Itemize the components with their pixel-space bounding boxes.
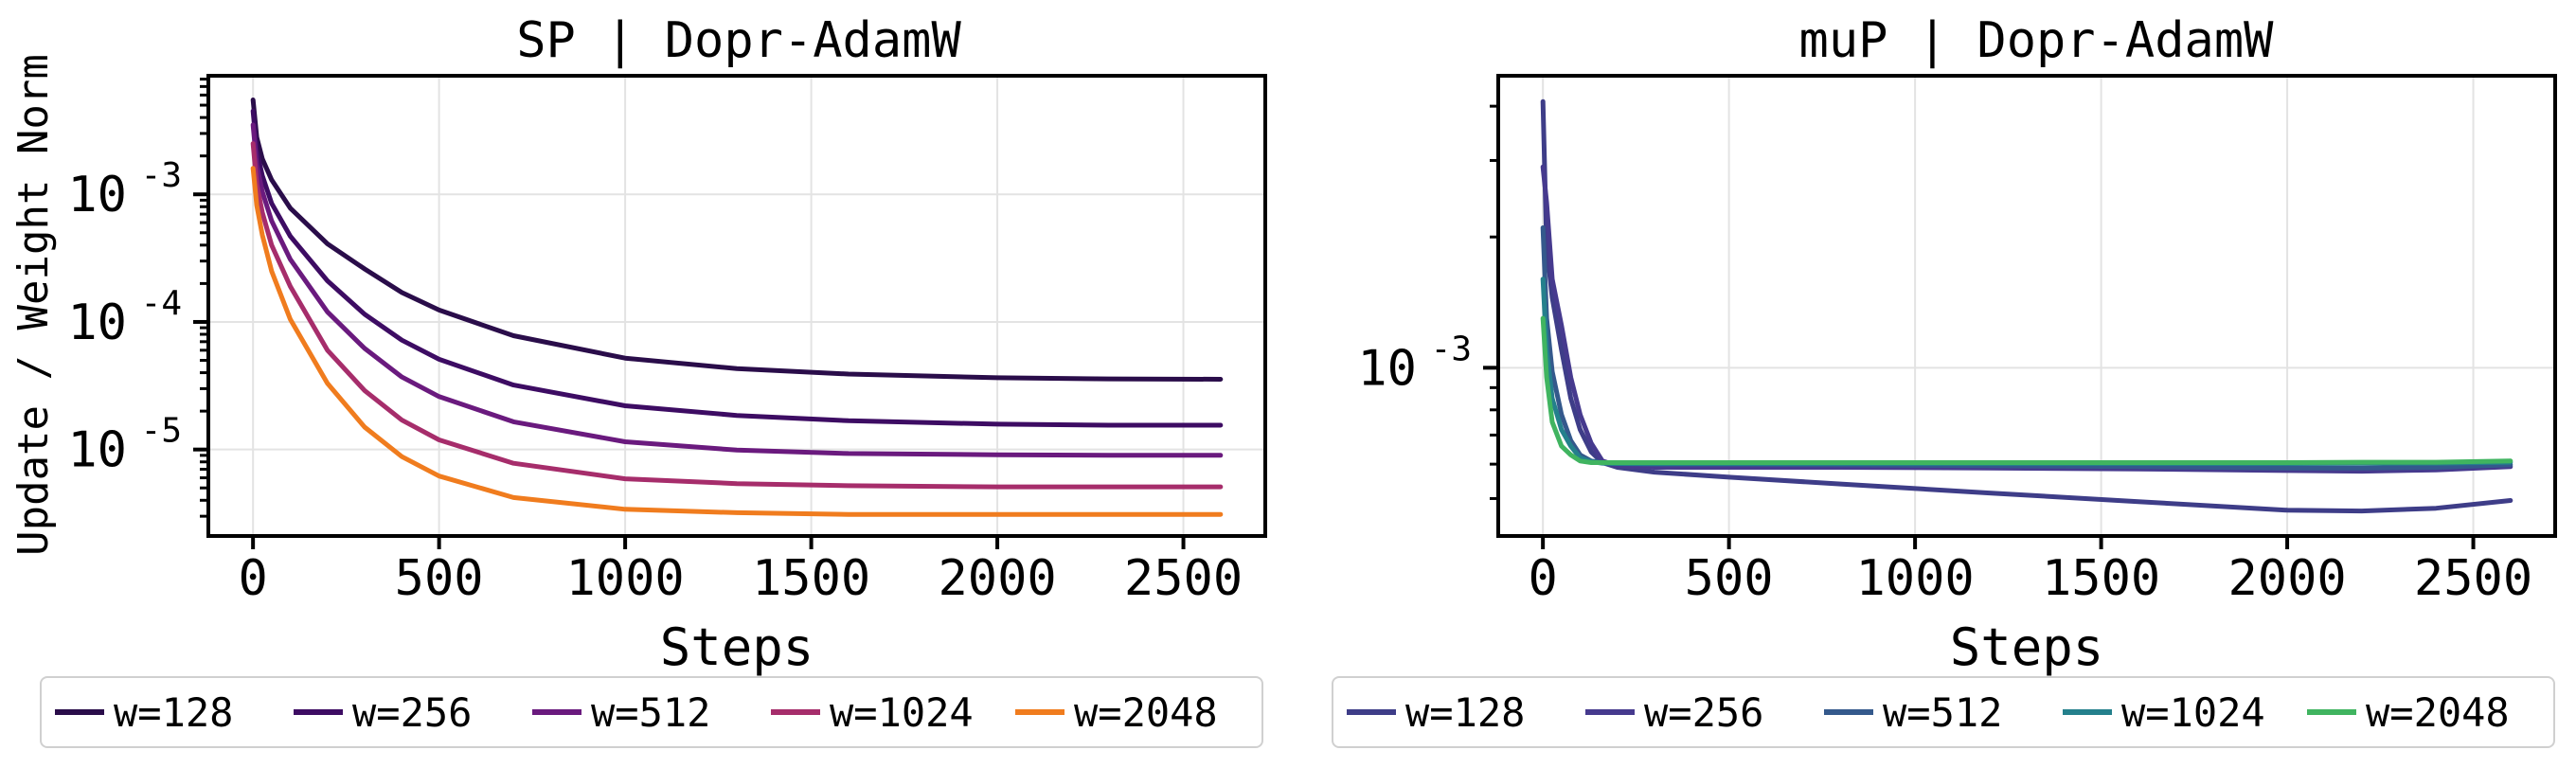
- x-tick-label: 1500: [752, 550, 870, 607]
- x-tick-label: 0: [238, 550, 267, 607]
- right-panel-title: muP | Dopr-AdamW: [1799, 12, 2275, 69]
- legend-swatch: [1347, 709, 1396, 715]
- right-ticks: 0 500 1000 1500 2000 2500 10 -3: [1357, 104, 2532, 607]
- legend-label: w=128: [1405, 688, 1526, 736]
- x-tick-label: 500: [395, 550, 484, 607]
- x-tick-label: 500: [1685, 550, 1774, 607]
- series-line-w-128: [1540, 98, 2513, 514]
- x-tick-label: 0: [1528, 550, 1557, 607]
- legend-swatch: [2063, 709, 2112, 715]
- left-grid: [208, 76, 1265, 536]
- x-tick-label: 2500: [1124, 550, 1243, 607]
- legend-label: w=128: [114, 688, 234, 736]
- x-tick-label: 1500: [2042, 550, 2160, 607]
- legend-swatch: [1824, 709, 1873, 715]
- series-line-w-1024: [250, 141, 1224, 490]
- series-line-w-256: [250, 108, 1224, 428]
- series-line-w-128: [250, 98, 1224, 382]
- legend-swatch: [2307, 709, 2356, 715]
- left-ticks: 0 500 1000 1500 2000 2500 10 -5 10 -4 10 -3: [67, 78, 1243, 607]
- series-line-w-512: [250, 122, 1224, 458]
- series-line-w-1024: [1540, 277, 2513, 466]
- series-line-w-512: [1540, 225, 2513, 471]
- right-legend: w=128 w=256 w=512 w=1024 w=2048: [1332, 676, 2555, 748]
- y-tick-exponent: -4: [141, 284, 182, 323]
- y-tick-label: 10: [1357, 340, 1417, 397]
- legend-item: w=512: [532, 678, 710, 746]
- y-axis-label: Update / Weight Norm: [9, 54, 58, 556]
- legend-label: w=2048: [2366, 688, 2510, 736]
- legend-label: w=512: [591, 688, 711, 736]
- legend-item: w=512: [1824, 678, 2002, 746]
- y-tick-label: 10: [67, 422, 127, 479]
- legend-swatch: [294, 709, 343, 715]
- series-line-w-2048: [250, 166, 1224, 517]
- legend-item: w=2048: [1015, 678, 1218, 746]
- left-legend: w=128 w=256 w=512 w=1024 w=2048: [40, 676, 1263, 748]
- y-tick-exponent: -3: [1431, 330, 1472, 368]
- legend-item: w=2048: [2307, 678, 2510, 746]
- x-tick-label: 1000: [565, 550, 684, 607]
- y-tick-exponent: -3: [141, 156, 182, 195]
- legend-swatch: [771, 709, 820, 715]
- legend-swatch: [55, 709, 104, 715]
- legend-label: w=1024: [2121, 688, 2265, 736]
- right-plot-frame: [1496, 74, 2557, 538]
- legend-item: w=128: [55, 678, 233, 746]
- legend-item: w=128: [1347, 678, 1525, 746]
- y-tick-label: 10: [67, 295, 127, 351]
- right-panel: muP | Dopr-AdamW 0 500 1000 1500 2000 2500 10-…: [1357, 12, 2557, 677]
- x-tick-label: 1000: [1855, 550, 1974, 607]
- legend-item: w=256: [1585, 678, 1763, 746]
- legend-swatch: [1015, 709, 1064, 715]
- y-tick-exponent: -5: [141, 412, 182, 451]
- legend-item: w=256: [294, 678, 472, 746]
- legend-label: w=256: [1644, 688, 1764, 736]
- left-panel: SP | Dopr-AdamW 0 500 1000 1500 2000 2500 10 -5…: [67, 12, 1267, 677]
- left-series-lines: [250, 98, 1224, 517]
- x-tick-label: 2000: [2227, 550, 2346, 607]
- legend-label: w=2048: [1074, 688, 1218, 736]
- legend-item: w=1024: [771, 678, 974, 746]
- legend-item: w=1024: [2063, 678, 2265, 746]
- legend-label: w=256: [352, 688, 473, 736]
- legend-label: w=512: [1883, 688, 2003, 736]
- legend-label: w=1024: [830, 688, 974, 736]
- left-plot-frame: [206, 74, 1267, 538]
- x-tick-label: 2000: [938, 550, 1056, 607]
- left-x-axis-label: Steps: [660, 617, 814, 677]
- right-series-lines: [1540, 98, 2513, 514]
- legend-swatch: [532, 709, 581, 715]
- y-tick-label: 10: [67, 167, 127, 223]
- x-tick-label: 2500: [2414, 550, 2532, 607]
- left-panel-title: SP | Dopr-AdamW: [516, 12, 961, 69]
- right-x-axis-label: Steps: [1950, 617, 2104, 677]
- series-line-w-256: [1540, 164, 2513, 474]
- series-line-w-2048: [1540, 315, 2513, 465]
- legend-swatch: [1585, 709, 1635, 715]
